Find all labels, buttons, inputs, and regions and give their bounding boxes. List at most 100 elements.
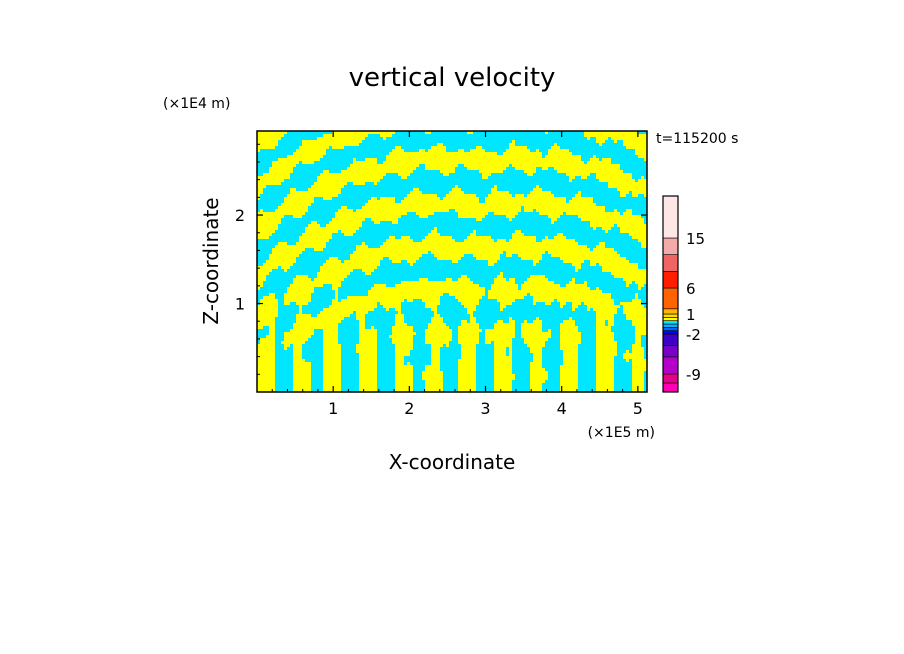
field-cell [458,209,462,213]
field-cell [446,182,450,186]
field-cell [587,176,591,180]
field-cell [335,206,339,210]
field-cell [623,230,627,234]
field-cell [608,176,612,180]
field-cell [368,164,372,168]
field-cell [428,185,432,189]
field-cell [359,131,363,135]
field-cell [398,224,402,228]
field-cell [473,158,477,162]
field-cell [308,215,312,219]
field-cell [326,227,330,231]
field-cell [401,137,405,141]
field-cell [398,197,402,201]
field-cell [593,197,597,201]
field-cell [623,170,627,174]
field-cell [638,194,642,198]
field-cell [287,209,291,213]
field-cell [446,143,450,147]
field-cell [443,194,447,198]
field-cell [368,149,372,153]
field-cell [557,233,561,237]
field-cell [641,215,645,219]
field-cell [497,242,501,246]
field-cell [407,218,411,222]
field-cell [587,161,591,165]
field-cell [569,134,573,138]
field-cell [368,212,372,216]
field-cell [305,155,309,159]
field-cell [464,149,468,153]
field-cell [533,236,537,240]
field-cell [407,197,411,201]
field-cell [482,188,486,192]
field-cell [545,176,549,180]
field-cell [569,170,573,174]
field-cell [293,197,297,201]
field-cell [320,179,324,183]
field-cell [314,188,318,192]
field-cell [608,161,612,165]
field-cell [509,209,513,213]
field-cell [425,149,429,153]
field-cell [581,239,585,243]
field-cell [494,203,498,207]
field-cell [284,194,288,198]
field-cell [329,242,333,246]
field-cell [302,212,306,216]
field-cell [329,167,333,171]
field-cell [605,167,609,171]
field-cell [260,140,264,144]
field-cell [317,158,321,162]
field-cell [623,203,627,207]
field-cell [266,149,270,153]
field-cell [464,182,468,186]
field-cell [572,188,576,192]
field-cell [578,149,582,153]
field-cell [434,197,438,201]
field-cell [326,164,330,168]
field-cell [545,158,549,162]
field-cell [368,143,372,147]
field-cell [386,143,390,147]
field-cell [356,245,360,249]
field-cell [545,224,549,228]
field-cell [449,137,453,141]
field-cell [518,221,522,225]
field-cell [362,155,366,159]
field-cell [398,245,402,249]
field-cell [278,224,282,228]
field-cell [305,176,309,180]
field-cell [263,233,267,237]
field-cell [443,167,447,171]
field-cell [464,206,468,210]
field-cell [581,158,585,162]
field-cell [293,131,297,135]
field-cell [620,182,624,186]
field-cell [503,230,507,234]
field-cell [440,230,444,234]
field-cell [413,245,417,249]
field-cell [482,137,486,141]
field-cell [386,158,390,162]
field-cell [371,203,375,207]
field-cell [350,245,354,249]
field-cell [548,170,552,174]
field-cell [314,164,318,168]
field-cell [596,188,600,192]
field-cell [326,197,330,201]
field-cell [611,176,615,180]
field-cell [596,203,600,207]
field-cell [320,146,324,150]
field-cell [593,149,597,153]
field-cell [638,179,642,183]
field-cell [539,218,543,222]
field-cell [365,152,369,156]
field-cell [632,131,636,135]
field-cell [536,242,540,246]
field-cell [371,197,375,201]
field-cell [296,230,300,234]
field-cell [302,149,306,153]
field-cell [443,221,447,225]
field-cell [512,194,516,198]
